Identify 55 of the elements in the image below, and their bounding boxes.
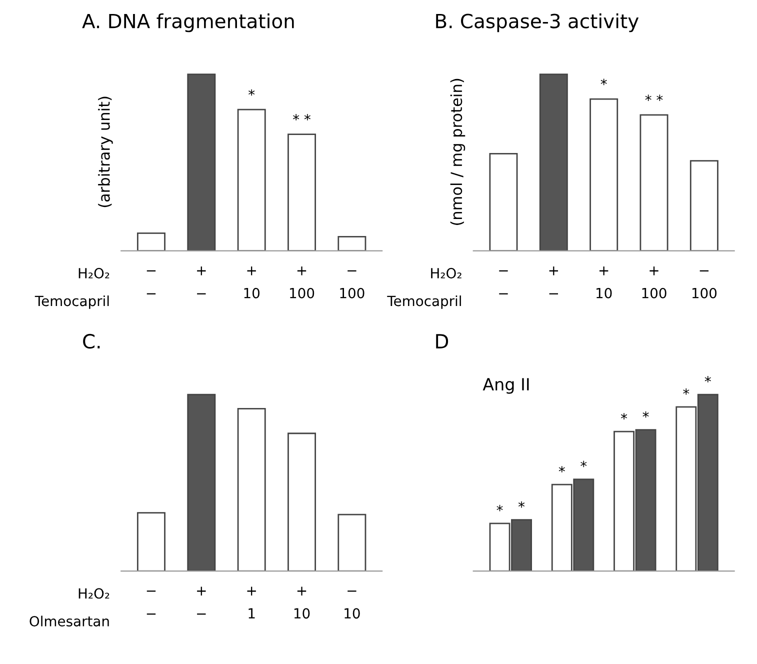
annotation: * — [620, 413, 628, 420]
x-tick-label: + 1 — [247, 586, 256, 618]
bar — [288, 432, 316, 572]
text: Temocapril — [387, 295, 461, 309]
bar — [187, 394, 216, 572]
annotation: * — [496, 504, 503, 512]
x-tick-label: + 10 — [294, 586, 310, 619]
x-tick-label: − 100 — [692, 270, 717, 298]
category-label: + − — [549, 266, 558, 294]
annotation: * — [580, 460, 587, 468]
category-label: − − — [499, 270, 508, 294]
text: * — [704, 376, 711, 382]
y-axis-title: (arbitrary unit) — [98, 96, 113, 208]
text: Olmesartan — [30, 616, 109, 626]
annotation: * — [683, 388, 690, 395]
x-tick-label: + 100 — [290, 266, 314, 298]
bar — [237, 108, 266, 251]
text: H₂O₂ — [78, 588, 110, 599]
x-tick-label: − 10 — [344, 590, 360, 619]
annotation: * — [600, 78, 607, 86]
annotation: * * — [645, 94, 663, 101]
text: Ang II — [482, 378, 529, 394]
y-axis-title: (nmol / mg protein) — [450, 78, 466, 225]
annotation: * — [248, 89, 255, 96]
annotation: * * — [293, 114, 310, 120]
x-tick-label: + 100 — [642, 266, 666, 298]
bar — [136, 232, 166, 251]
chart-title: B. Caspase-3 activity — [436, 13, 639, 32]
text: Temocapril — [34, 295, 109, 309]
annotation: * — [558, 466, 565, 472]
bar — [489, 153, 518, 251]
category-label: + − — [197, 266, 206, 294]
bar — [338, 514, 366, 572]
category-label: − − — [146, 270, 156, 294]
x-tick-label: − 100 — [340, 270, 364, 298]
x-tick-label: + 10 — [244, 266, 260, 298]
bar — [187, 74, 216, 251]
annotation: * — [642, 411, 649, 418]
bar — [690, 160, 718, 251]
bar — [237, 408, 266, 572]
bar — [640, 114, 668, 251]
annotation: * — [518, 501, 525, 508]
bar — [288, 134, 316, 251]
x-tick-label: + 10 — [596, 266, 612, 298]
chart-title: D — [436, 334, 448, 348]
chart-title: A. DNA fragmentation — [82, 13, 294, 32]
category-label: − − — [146, 590, 156, 615]
bar — [338, 236, 366, 251]
text: H₂O₂ — [431, 268, 462, 278]
chart-title: C. — [83, 334, 100, 349]
text: H₂O₂ — [78, 268, 110, 278]
bar — [539, 74, 568, 251]
bar — [590, 98, 618, 251]
bar — [136, 512, 166, 572]
category-label: + − — [197, 586, 206, 615]
